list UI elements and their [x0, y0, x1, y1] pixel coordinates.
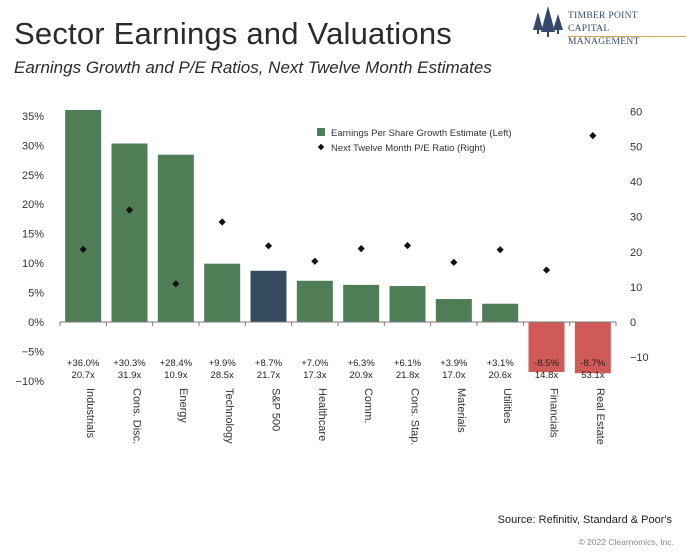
- bar: [65, 109, 102, 323]
- bar: [482, 303, 519, 322]
- pe-marker: [125, 206, 134, 214]
- bar: [296, 280, 333, 322]
- pe-marker: [218, 218, 226, 226]
- y-left-tick-label: 15%: [22, 229, 44, 241]
- y-left-tick-label: 5%: [28, 288, 44, 300]
- growth-data-label: +30.3%: [113, 358, 146, 369]
- y-left-tick-label: 20%: [22, 199, 44, 211]
- y-left-tick-label: 30%: [22, 140, 44, 152]
- category-label: Materials: [455, 388, 467, 433]
- category-label: Cons. Disc.: [131, 388, 143, 444]
- y-right-tick-label: 50: [630, 142, 642, 154]
- pe-marker: [403, 241, 412, 250]
- pe-data-label: 21.8x: [396, 370, 419, 381]
- growth-data-label: +6.3%: [348, 358, 376, 369]
- pe-data-label: 17.3x: [303, 370, 326, 381]
- chart-title: Sector Earnings and Valuations: [14, 16, 452, 51]
- growth-data-label: -8.7%: [580, 358, 605, 369]
- bar: [435, 299, 472, 322]
- bar: [250, 270, 287, 322]
- y-right-tick-label: −10: [630, 352, 649, 364]
- growth-data-label: +36.0%: [67, 358, 100, 369]
- logo-rule: [568, 36, 686, 37]
- growth-data-label: +6.1%: [394, 358, 422, 369]
- category-label: Healthcare: [316, 388, 328, 441]
- category-label: Financials: [548, 388, 560, 438]
- copyright-note: © 2022 Clearnomics, Inc.: [578, 537, 674, 547]
- pine-trees-icon: [533, 6, 563, 37]
- y-right-tick-label: 10: [630, 282, 642, 294]
- y-left-tick-label: 25%: [22, 170, 44, 182]
- pe-data-label: 31.9x: [118, 370, 141, 381]
- category-label: Industrials: [84, 388, 96, 439]
- growth-data-label: +3.1%: [487, 358, 515, 369]
- source-note: Source: Refinitiv, Standard & Poor's: [497, 514, 672, 526]
- y-left-tick-label: 10%: [22, 258, 44, 270]
- y-right-tick-label: 40: [630, 177, 642, 189]
- growth-data-label: +8.7%: [255, 358, 283, 369]
- pe-data-label: 17.0x: [442, 370, 465, 381]
- category-label: Technology: [223, 388, 235, 444]
- pe-data-label: 21.7x: [257, 370, 280, 381]
- category-label: Cons. Stap.: [409, 388, 421, 445]
- y-right-tick-label: 60: [630, 106, 642, 118]
- y-left-tick-label: −5%: [22, 346, 45, 358]
- category-label: Energy: [177, 388, 189, 423]
- pe-marker: [542, 266, 551, 274]
- logo-line2: Capital Management: [568, 24, 640, 47]
- legend-marker-label: Next Twelve Month P/E Ratio (Right): [331, 143, 486, 154]
- pe-data-label: 53.1x: [581, 370, 604, 381]
- pe-data-label: 28.5x: [211, 370, 234, 381]
- y-right-tick-label: 20: [630, 247, 642, 259]
- growth-data-label: +28.4%: [160, 358, 193, 369]
- growth-data-label: +9.9%: [209, 358, 237, 369]
- legend-bar-label: Earnings Per Share Growth Estimate (Left…: [331, 128, 512, 139]
- bar: [204, 263, 241, 322]
- bar: [528, 322, 565, 373]
- category-label: S&P 500: [270, 388, 282, 431]
- y-right-tick-label: 0: [630, 317, 636, 329]
- pe-data-label: 14.8x: [535, 370, 558, 381]
- bar: [343, 284, 380, 322]
- pe-marker: [357, 245, 365, 253]
- pe-marker: [311, 257, 319, 265]
- y-left-tick-label: −10%: [16, 376, 45, 388]
- growth-data-label: -8.5%: [534, 358, 559, 369]
- legend-marker-swatch: [317, 143, 325, 151]
- y-left-tick-label: 0%: [28, 317, 44, 329]
- logo-line1: Timber Point: [568, 11, 638, 21]
- pe-data-label: 20.6x: [489, 370, 512, 381]
- pe-marker: [589, 132, 597, 140]
- category-label: Utilities: [501, 388, 513, 424]
- category-label: Real Estate: [594, 388, 606, 445]
- pe-data-label: 20.9x: [350, 370, 373, 381]
- chart-subtitle: Earnings Growth and P/E Ratios, Next Twe…: [14, 58, 492, 77]
- y-right-tick-label: 30: [630, 212, 642, 224]
- company-logo: Timber Point Capital Management: [532, 4, 686, 47]
- bar: [574, 322, 611, 374]
- pe-marker: [172, 280, 180, 288]
- pe-marker: [496, 246, 504, 254]
- y-left-tick-label: 35%: [22, 111, 44, 123]
- bar: [157, 154, 194, 322]
- pe-marker: [264, 242, 273, 250]
- category-label: Comm.: [362, 388, 374, 423]
- bar: [111, 143, 148, 322]
- pe-marker: [450, 258, 458, 266]
- growth-data-label: +3.9%: [440, 358, 468, 369]
- pe-marker: [79, 245, 87, 253]
- legend-bar-swatch: [317, 128, 325, 136]
- pe-data-label: 20.7x: [72, 370, 95, 381]
- pe-data-label: 10.9x: [164, 370, 187, 381]
- bar: [389, 286, 426, 322]
- growth-data-label: +7.0%: [301, 358, 329, 369]
